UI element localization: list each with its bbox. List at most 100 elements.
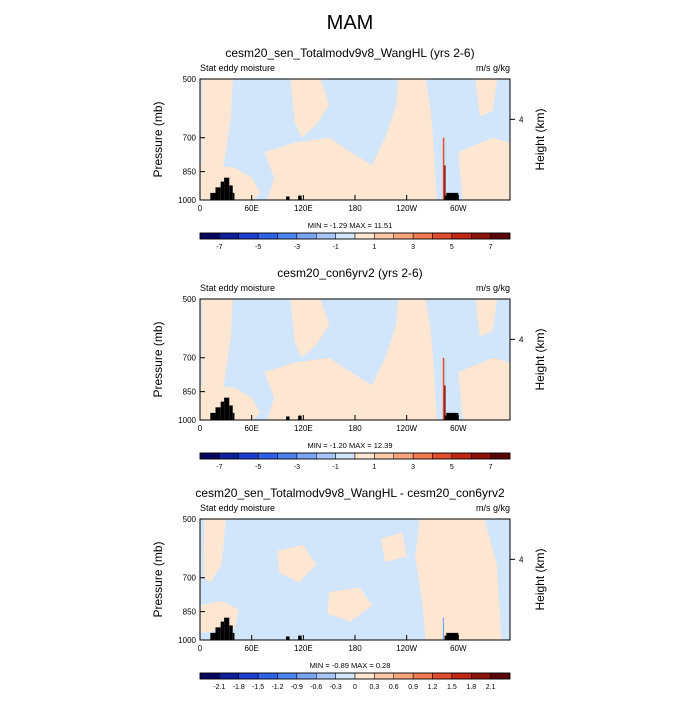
x-tick-label: 120E bbox=[294, 204, 313, 213]
x-tick-label: 180 bbox=[348, 424, 362, 433]
left-string: Stat eddy moisture bbox=[200, 503, 275, 513]
x-tick-label: 180 bbox=[348, 204, 362, 213]
colorbar: -7 -5 -3 -1 1 3 5 7 bbox=[199, 452, 511, 471]
right-tick-label: 4 bbox=[519, 555, 524, 564]
topography-2 bbox=[215, 407, 221, 420]
colorbar-box bbox=[277, 232, 298, 240]
colorbar-box bbox=[316, 672, 336, 680]
topography-6 bbox=[232, 192, 235, 200]
colorbar-label: -5 bbox=[255, 464, 261, 471]
chart-panel-1: cesm20_sen_Totalmodv9v8_WangHL (yrs 2-6)… bbox=[151, 46, 547, 251]
y-tick-label: 500 bbox=[183, 75, 197, 84]
topography-5 bbox=[229, 625, 233, 640]
colorbar-box bbox=[219, 452, 239, 460]
x-tick-label: 60E bbox=[245, 644, 259, 653]
topography-3 bbox=[220, 621, 225, 640]
colorbar-label: 5 bbox=[450, 464, 454, 471]
chart-title: cesm20_con6yrv2 (yrs 2-6) bbox=[277, 266, 422, 280]
colorbar-label: -7 bbox=[216, 464, 222, 471]
colorbar-label: -0.6 bbox=[310, 684, 322, 691]
colorbar-box bbox=[412, 672, 433, 680]
colorbar-box bbox=[451, 452, 472, 460]
right-axis-label: Height (km) bbox=[533, 328, 547, 390]
x-tick-label: 0 bbox=[198, 204, 203, 213]
colorbar-box bbox=[296, 452, 317, 460]
colorbar-label: 1.2 bbox=[428, 684, 438, 691]
topography-10 bbox=[446, 632, 459, 640]
topography-1 bbox=[210, 412, 216, 420]
positive-region-4 bbox=[264, 137, 377, 200]
colorbar-box bbox=[490, 452, 511, 460]
max-streak bbox=[442, 357, 445, 420]
x-tick-label: 120W bbox=[396, 644, 417, 653]
positive-region-6 bbox=[380, 532, 407, 563]
topography-4 bbox=[224, 397, 230, 420]
colorbar-box bbox=[257, 452, 278, 460]
colorbar-box bbox=[412, 232, 433, 240]
right-tick-label: 4 bbox=[519, 335, 524, 344]
colorbar-box bbox=[471, 452, 491, 460]
topography-6 bbox=[232, 632, 235, 640]
colorbar-box bbox=[412, 452, 433, 460]
positive-region-3 bbox=[290, 79, 330, 138]
colorbar-label: -3 bbox=[294, 244, 300, 251]
colorbar-label: 0.6 bbox=[389, 684, 399, 691]
x-tick-label: 120W bbox=[396, 204, 417, 213]
plot-area bbox=[200, 519, 510, 640]
positive-region-5 bbox=[415, 519, 502, 640]
topography-7 bbox=[286, 416, 290, 420]
colorbar-box bbox=[432, 452, 453, 460]
colorbar-label: 1 bbox=[372, 464, 376, 471]
left-string: Stat eddy moisture bbox=[200, 283, 275, 293]
y-tick-label: 1000 bbox=[178, 416, 196, 425]
positive-region-1 bbox=[203, 519, 226, 583]
main-title: MAM bbox=[326, 12, 374, 34]
colorbar-label: -1.2 bbox=[271, 684, 283, 691]
colorbar-box bbox=[374, 232, 394, 240]
topography-2 bbox=[215, 187, 221, 200]
x-tick-label: 60W bbox=[450, 644, 467, 653]
positive-region-5 bbox=[363, 79, 437, 200]
max-streak bbox=[442, 137, 445, 200]
colorbar-box bbox=[490, 232, 511, 240]
colorbar-frame bbox=[199, 452, 511, 460]
topography-1 bbox=[210, 192, 216, 200]
topography-8 bbox=[298, 415, 302, 420]
colorbar-frame bbox=[199, 672, 511, 680]
colorbar-label: 1.5 bbox=[447, 684, 457, 691]
colorbar-label: 0.3 bbox=[370, 684, 380, 691]
x-tick-label: 120W bbox=[396, 424, 417, 433]
max-core bbox=[444, 165, 446, 200]
x-tick-label: 60E bbox=[245, 424, 259, 433]
colorbar-box bbox=[393, 452, 414, 460]
colorbar-box bbox=[374, 452, 394, 460]
right-string: m/s g/kg bbox=[476, 63, 510, 73]
colorbar-label: -1 bbox=[333, 464, 339, 471]
positive-region-5 bbox=[363, 299, 437, 420]
colorbar-label: -1 bbox=[333, 244, 339, 251]
x-tick-label: 120E bbox=[294, 644, 313, 653]
right-string: m/s g/kg bbox=[476, 283, 510, 293]
colorbar-box bbox=[335, 672, 356, 680]
colorbar-box bbox=[219, 232, 239, 240]
colorbar-label: 3 bbox=[411, 464, 415, 471]
positive-region-6 bbox=[458, 137, 510, 200]
colorbar-box bbox=[432, 232, 453, 240]
x-tick-label: 0 bbox=[198, 644, 203, 653]
y-axis-label: Pressure (mb) bbox=[151, 541, 165, 617]
topography-2 bbox=[215, 627, 221, 640]
topography-8 bbox=[298, 195, 302, 200]
positive-region-6 bbox=[458, 357, 510, 420]
colorbar-frame bbox=[199, 232, 511, 240]
colorbar-box bbox=[354, 672, 375, 680]
topography-8 bbox=[298, 635, 302, 640]
topography-10 bbox=[446, 192, 459, 200]
left-string: Stat eddy moisture bbox=[200, 63, 275, 73]
positive-region-7 bbox=[475, 79, 498, 117]
colorbar-box bbox=[490, 672, 511, 680]
y-tick-label: 500 bbox=[183, 515, 197, 524]
positive-region-3 bbox=[290, 299, 330, 358]
colorbar-box bbox=[277, 452, 298, 460]
colorbar-label: -0.3 bbox=[330, 684, 342, 691]
colorbar-box bbox=[471, 672, 491, 680]
